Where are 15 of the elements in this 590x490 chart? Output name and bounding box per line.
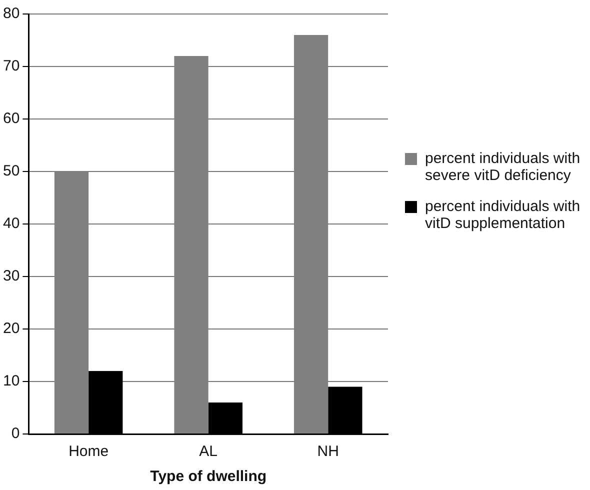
y-tick-label: 10 [2,372,20,390]
y-tick-label: 20 [2,320,20,338]
y-tick-label: 50 [2,162,20,180]
x-tick-label: AL [199,443,218,460]
x-tick-label: Home [68,443,109,460]
y-tick-label: 40 [2,215,20,232]
y-tick-label: 30 [2,268,20,285]
y-tick-label: 70 [2,58,20,75]
y-tick-label: 80 [2,5,20,22]
y-tick-label: 0 [11,425,20,442]
legend-label: percent individuals with vitD supplementation [425,198,582,232]
legend-label: percent individuals with severe vitD deficiency [425,150,582,184]
x-tick-label: NH [317,443,339,460]
y-tick-label: 60 [2,110,20,128]
x-axis-title: Type of dwelling [150,468,267,486]
